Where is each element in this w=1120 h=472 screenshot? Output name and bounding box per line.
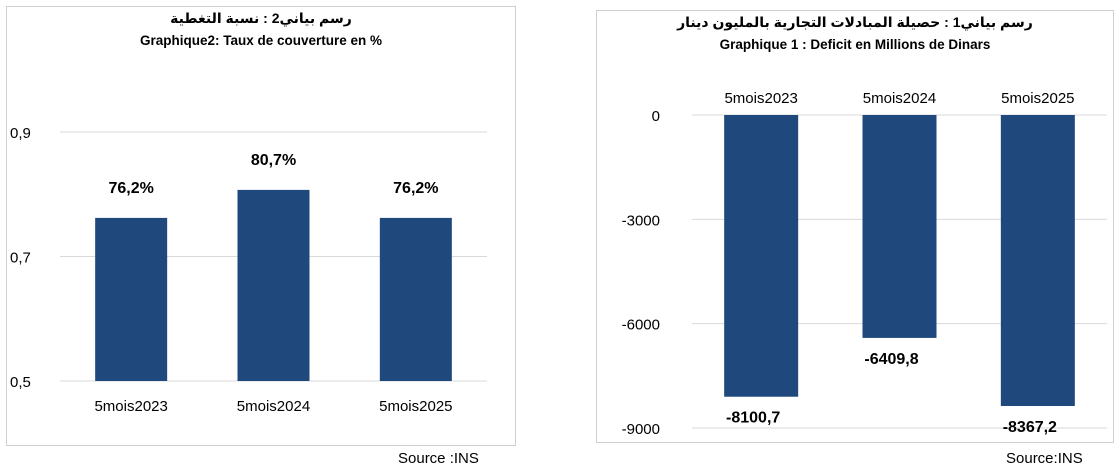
x-tick-label: 5mois2024: [237, 398, 310, 415]
x-tick-label: 5mois2023: [94, 398, 167, 415]
bar: [237, 189, 310, 381]
data-label: 76,2%: [393, 180, 438, 197]
data-label: -6409,8: [864, 351, 918, 368]
chart-title-arabic: رسم بياني1 : حصيلة المبادلات التجارية با…: [677, 14, 1033, 30]
bar: [95, 217, 168, 381]
x-tick-label: 5mois2025: [379, 398, 452, 415]
x-tick-label: 5mois2024: [863, 90, 936, 107]
source-note-left: Source :INS: [398, 450, 479, 467]
data-label: -8367,2: [1003, 419, 1057, 436]
chart-panel-coverage: رسم بياني2 : نسبة التغطية Graphique2: Ta…: [6, 6, 516, 446]
chart-title: Graphique2: Taux de couverture en %: [139, 33, 383, 48]
bar: [1000, 115, 1075, 406]
chart-title-arabic: رسم بياني2 : نسبة التغطية: [170, 10, 352, 26]
y-tick-label: 0,9: [10, 125, 31, 142]
source-note-right: Source:INS: [1006, 450, 1083, 467]
data-label: -8100,7: [726, 410, 780, 427]
data-label: 80,7%: [251, 152, 296, 169]
chart-title: Graphique 1 : Deficit en Millions de Din…: [719, 37, 991, 52]
bar: [379, 217, 452, 381]
bar: [724, 115, 799, 397]
y-tick-label: -6000: [622, 317, 660, 334]
y-tick-label: 0: [652, 108, 660, 125]
y-tick-label: 0,5: [10, 374, 31, 391]
deficit-chart-plot: 0 -3000 -6000 -9000 -8100,7 5mois2023 -6409,8 5…: [622, 90, 1107, 438]
y-tick-label: 0,7: [10, 250, 31, 267]
bar: [862, 115, 937, 338]
y-tick-label: -9000: [622, 421, 660, 438]
y-tick-label: -3000: [622, 212, 660, 229]
chart-panel-deficit: رسم بياني1 : حصيلة المبادلات التجارية با…: [596, 10, 1114, 443]
x-tick-label: 5mois2023: [724, 90, 797, 107]
x-tick-label: 5mois2025: [1001, 90, 1074, 107]
coverage-chart-plot: 0,5 0,7 0,9 76,2% 5mois2023 80,7% 5mois2024 76,…: [10, 125, 487, 415]
data-label: 76,2%: [108, 180, 153, 197]
